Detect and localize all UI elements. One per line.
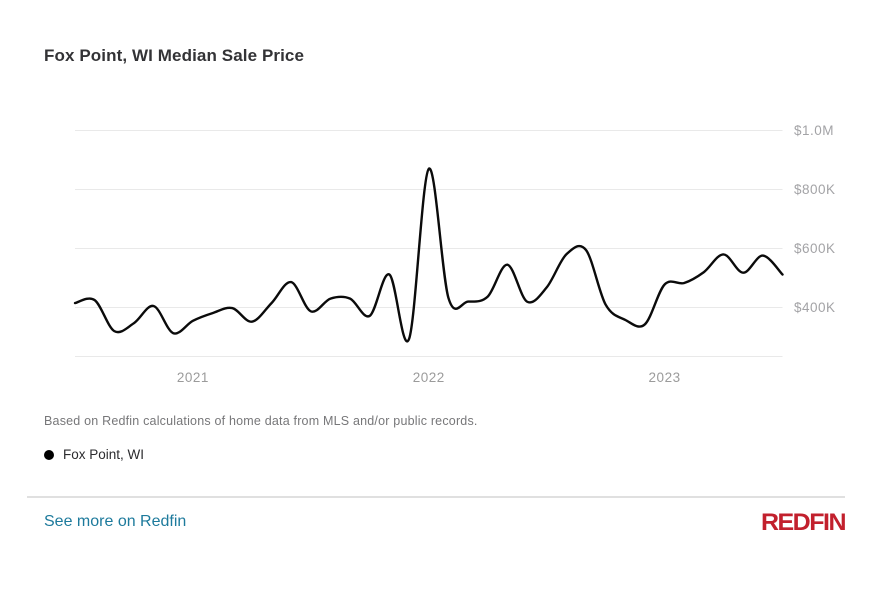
price-line-path — [73, 167, 784, 343]
data-source-footnote: Based on Redfin calculations of home dat… — [44, 414, 478, 428]
x-axis-tick-label: 2021 — [177, 370, 209, 385]
redfin-logo: REDFIN — [760, 508, 847, 536]
x-axis-tick-label: 2023 — [649, 370, 681, 385]
y-axis-tick-label: $600K — [794, 241, 836, 256]
footer-divider — [27, 496, 845, 498]
price-line-chart: $400K $600K $800K $1.0M 2021 2022 2023 — [73, 123, 836, 385]
x-axis-tick-label: 2022 — [413, 370, 445, 385]
legend-series-label: Fox Point, WI — [63, 447, 145, 462]
y-axis-tick-label: $1.0M — [794, 123, 834, 138]
legend: Fox Point, WI — [44, 447, 144, 462]
page-title: Fox Point, WI Median Sale Price — [44, 46, 305, 65]
see-more-on-redfin-link[interactable]: See more on Redfin — [44, 513, 187, 530]
y-axis-tick-label: $400K — [794, 300, 836, 315]
legend-marker-icon — [44, 449, 54, 460]
y-axis-tick-label: $800K — [794, 182, 836, 197]
